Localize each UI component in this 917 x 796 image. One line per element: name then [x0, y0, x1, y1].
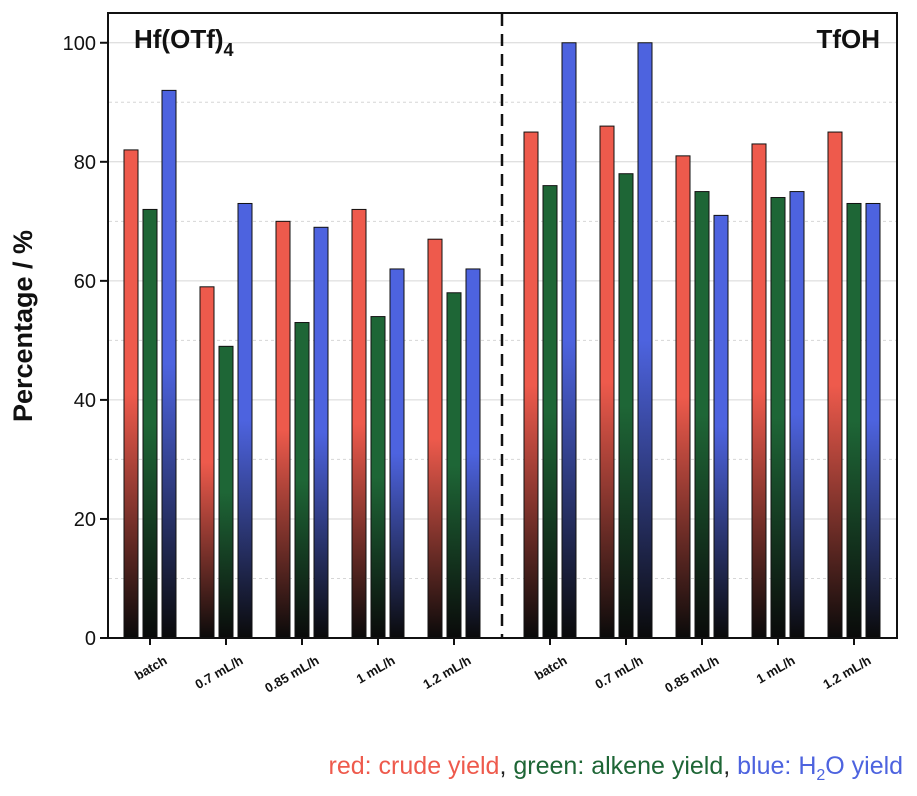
y-tick-label: 0 — [85, 628, 96, 650]
panel-title-right: TfOH — [816, 24, 880, 54]
x-tick-label: batch — [532, 653, 570, 683]
bar-crude — [827, 131, 843, 639]
bar-alkene — [846, 202, 862, 639]
x-axis: batch 0.7 mL/h 0.85 mL/h 1 mL/h 1.2 mL/h batc… — [132, 638, 874, 696]
legend-alkene: green: alkene yield — [513, 752, 724, 780]
bar-crude — [351, 208, 367, 639]
y-axis-label: Percentage / % — [8, 230, 38, 422]
legend-crude: red: crude yield — [328, 752, 500, 780]
bar-h2o — [713, 214, 729, 639]
x-tick-label: 1.2 mL/h — [420, 653, 473, 692]
bar-h2o — [865, 202, 881, 639]
bar-crude — [599, 125, 615, 639]
bar-h2o — [313, 226, 329, 639]
y-tick-label: 20 — [74, 509, 96, 531]
bar-alkene — [218, 345, 234, 639]
y-tick-label: 60 — [74, 271, 96, 293]
bar-alkene — [294, 322, 310, 639]
legend-separator: , — [723, 752, 738, 780]
x-tick-label: 0.7 mL/h — [592, 653, 645, 692]
y-axis: 0 20 40 60 80 100 — [63, 33, 108, 650]
y-tick-label: 80 — [74, 152, 96, 174]
bar-crude — [751, 143, 767, 639]
bar-h2o — [161, 89, 177, 639]
plot-frame — [107, 12, 898, 639]
bar-crude — [427, 238, 443, 639]
bar-h2o — [561, 42, 577, 639]
bar-alkene — [694, 191, 710, 639]
bar-alkene — [542, 185, 558, 639]
bar-alkene — [370, 316, 386, 639]
bar-h2o — [789, 191, 805, 639]
bar-crude — [523, 131, 539, 639]
y-tick-label: 40 — [74, 390, 96, 412]
x-tick-label: 1.2 mL/h — [820, 653, 873, 692]
legend-separator: , — [499, 752, 514, 780]
x-tick-label: 0.7 mL/h — [192, 653, 245, 692]
x-tick-label: batch — [132, 653, 170, 683]
x-tick-label: 0.85 mL/h — [262, 653, 321, 696]
bar-crude — [675, 155, 691, 639]
color-legend: red: crude yield, green: alkene yield, b… — [0, 752, 917, 785]
x-tick-label: 0.85 mL/h — [662, 653, 721, 696]
x-tick-label: 1 mL/h — [354, 653, 398, 687]
legend-h2o: blue: H2O yield — [737, 752, 904, 784]
bar-h2o — [237, 202, 253, 639]
bar-alkene — [446, 292, 462, 639]
y-tick-label: 100 — [63, 33, 96, 55]
x-tick-label: 1 mL/h — [754, 653, 798, 687]
bar-crude — [199, 286, 215, 639]
panel-title-left: Hf(OTf)4 — [134, 24, 234, 60]
bar-alkene — [618, 173, 634, 639]
bar-crude — [123, 149, 139, 639]
bar-crude — [275, 220, 291, 639]
bar-h2o — [637, 42, 653, 639]
bar-alkene — [770, 197, 786, 639]
bar-alkene — [142, 208, 158, 639]
bar-h2o — [389, 268, 405, 639]
bar-h2o — [465, 268, 481, 639]
